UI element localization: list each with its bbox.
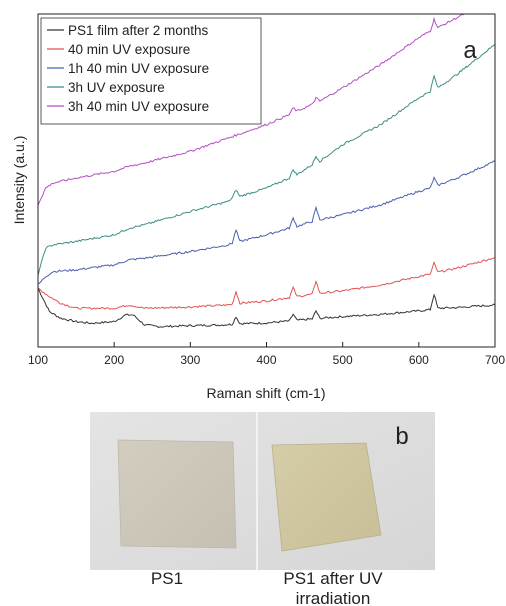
panel-label-a: a — [463, 37, 477, 64]
ps1-film — [117, 439, 237, 549]
x-tick-label-500: 500 — [333, 353, 353, 367]
x-tick-label-700: 700 — [485, 353, 505, 367]
legend-label-1: PS1 film after 2 months — [68, 23, 209, 38]
x-tick-label-300: 300 — [180, 353, 200, 367]
series-line-4 — [38, 44, 496, 276]
panel-label-b: b — [395, 423, 408, 450]
legend-label-3: 1h 40 min UV exposure — [68, 61, 209, 76]
x-tick-label-200: 200 — [104, 353, 124, 367]
series-layer — [38, 14, 496, 328]
x-tick-label-600: 600 — [409, 353, 429, 367]
ps1-caption: PS1 — [151, 569, 183, 588]
series-line-2 — [38, 257, 496, 310]
series-line-1 — [38, 288, 496, 328]
x-axis-ticks: 100 200 300 400 500 600 700 — [28, 342, 505, 367]
legend-box — [40, 17, 262, 125]
legend-label-5: 3h 40 min UV exposure — [68, 99, 209, 114]
series-line-5 — [38, 14, 465, 206]
series-line-3 — [38, 160, 496, 285]
ps1-uv-caption-line1: PS1 after UV — [283, 569, 383, 588]
legend: PS1 film after 2 months 40 min UV exposur… — [40, 17, 262, 125]
x-tick-label-400: 400 — [256, 353, 276, 367]
x-axis-label: Raman shift (cm-1) — [206, 385, 325, 401]
y-axis-label: Intensity (a.u.) — [11, 136, 27, 225]
legend-label-4: 3h UV exposure — [68, 80, 165, 95]
raman-chart: 100 200 300 400 500 600 700 PS1 film after 2 m… — [11, 13, 505, 401]
x-tick-label-100: 100 — [28, 353, 48, 367]
ps1-uv-film — [271, 442, 382, 552]
photo-panel: b PS1 PS1 after UV irradiation — [90, 412, 435, 606]
ps1-uv-caption-line2: irradiation — [296, 589, 371, 606]
legend-label-2: 40 min UV exposure — [68, 42, 190, 57]
